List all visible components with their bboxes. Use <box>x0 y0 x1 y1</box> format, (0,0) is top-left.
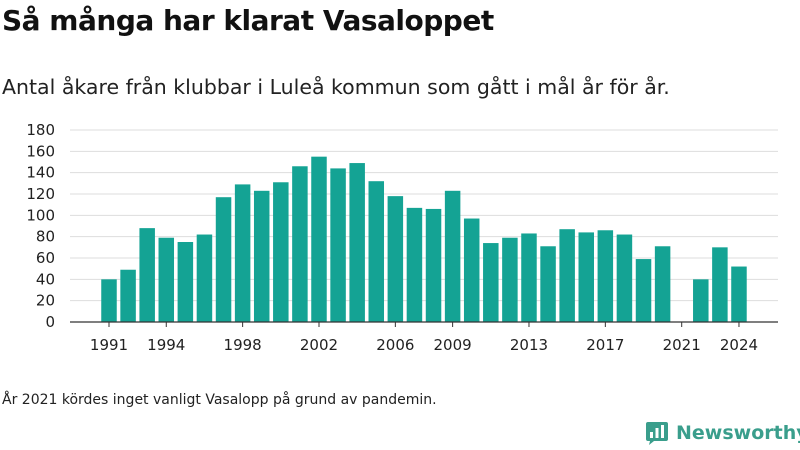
bar-1995 <box>177 242 194 322</box>
y-tick-label: 40 <box>36 270 55 288</box>
brand-name: Newsworthy <box>676 422 800 444</box>
bar-2016 <box>578 232 594 322</box>
bar-2011 <box>483 243 499 322</box>
bars <box>101 156 747 322</box>
y-tick-label: 100 <box>26 206 55 224</box>
bar-2008 <box>425 208 442 322</box>
page-subtitle: Antal åkare från klubbar i Luleå kommun … <box>2 75 670 99</box>
bar-2006 <box>387 196 404 322</box>
bar-2015 <box>559 229 575 322</box>
bar-1999 <box>253 190 270 322</box>
bar-2019 <box>635 259 652 322</box>
y-tick-label: 0 <box>45 313 55 331</box>
x-tick-label: 2009 <box>434 336 472 354</box>
newsworthy-logo-icon <box>646 422 668 445</box>
x-axis-ticks: 1991 1994 1998 2002 2006 2009 2013 2017 2021 2024 <box>90 322 758 354</box>
bar-2018 <box>616 234 633 322</box>
bar-2002 <box>311 156 327 322</box>
x-tick-label: 1994 <box>147 336 185 354</box>
bar-1992 <box>120 269 136 322</box>
x-tick-label: 1991 <box>90 336 128 354</box>
bar-2020 <box>654 246 671 322</box>
bar-2024 <box>731 266 747 322</box>
bar-2022 <box>693 279 709 322</box>
y-tick-label: 180 <box>26 121 55 139</box>
bar-2004 <box>349 163 365 322</box>
x-tick-label: 2021 <box>663 336 701 354</box>
bar-2014 <box>540 246 556 322</box>
y-axis-ticks: 0 20 40 60 80 100 120 140 160 180 <box>26 121 55 331</box>
bar-2009 <box>444 190 461 322</box>
y-tick-label: 140 <box>26 164 55 182</box>
y-tick-label: 160 <box>26 142 55 160</box>
y-tick-label: 60 <box>36 249 55 267</box>
y-tick-label: 80 <box>36 228 55 246</box>
x-tick-label: 2024 <box>720 336 758 354</box>
page-title: Så många har klarat Vasaloppet <box>2 4 494 37</box>
brand: Newsworthy <box>644 420 800 446</box>
y-tick-label: 120 <box>26 185 55 203</box>
bar-2001 <box>292 166 308 322</box>
bar-1997 <box>215 197 232 322</box>
bar-2023 <box>712 247 728 322</box>
bar-2013 <box>521 233 537 322</box>
bar-1993 <box>139 228 155 322</box>
x-tick-label: 2002 <box>300 336 338 354</box>
x-tick-label: 2013 <box>510 336 548 354</box>
x-tick-label: 1998 <box>224 336 262 354</box>
footnote: År 2021 kördes inget vanligt Vasalopp på… <box>2 392 437 408</box>
bar-1998 <box>234 184 251 322</box>
bar-2003 <box>330 168 346 322</box>
bar-1994 <box>158 237 175 322</box>
x-tick-label: 2006 <box>376 336 414 354</box>
x-tick-label: 2017 <box>586 336 624 354</box>
bar-2000 <box>273 182 289 322</box>
bar-2012 <box>502 237 518 322</box>
bar-2010 <box>463 218 480 322</box>
y-tick-label: 20 <box>36 292 55 310</box>
bar-chart: 0 20 40 60 80 100 120 140 160 180 1991 1994 1998 200… <box>26 121 778 354</box>
bar-2005 <box>368 181 385 322</box>
bar-1996 <box>196 234 213 322</box>
bar-2017 <box>597 230 614 322</box>
grid-lines <box>70 129 778 302</box>
bar-1991 <box>101 279 117 322</box>
bar-2007 <box>406 207 423 322</box>
